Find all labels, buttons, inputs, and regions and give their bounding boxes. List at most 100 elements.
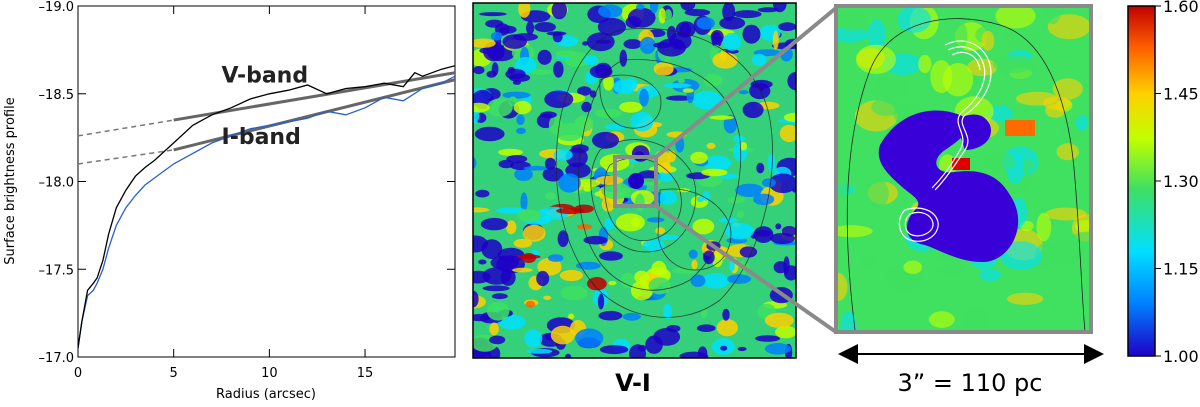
map-patch (724, 222, 755, 240)
inset-patch (866, 178, 889, 208)
map-patch (599, 345, 629, 355)
map-patch (770, 232, 795, 244)
map-patch (690, 151, 708, 164)
map-patch (473, 207, 490, 213)
colorbar-tick-label: 1.30 (1163, 172, 1199, 191)
map-patch (608, 280, 617, 286)
colorbar: 1.60 1.45 1.30 1.15 1.00 (1127, 0, 1199, 366)
map-patch (757, 7, 779, 13)
map-patch (775, 325, 796, 339)
map-patch (544, 157, 556, 170)
inset-patch (1044, 6, 1062, 25)
inset-patch (1004, 29, 1043, 50)
colorbar-scale (1127, 5, 1156, 357)
profile-x-ticks: 0 5 10 15 (74, 6, 373, 381)
inset-patch (836, 272, 848, 302)
map-patch (564, 353, 572, 358)
x-tick-label: 5 (170, 366, 178, 381)
map-patch (658, 8, 666, 24)
inset-patch (954, 22, 968, 50)
inset-patch (918, 54, 932, 74)
map-patch (551, 3, 567, 20)
inset-patch (1045, 207, 1087, 221)
map-patch (625, 16, 642, 29)
map-patch (537, 49, 552, 65)
map-patch (530, 69, 552, 75)
x-tick-label: 0 (74, 366, 82, 381)
map-patch (682, 88, 694, 93)
map-patch (722, 32, 742, 51)
map-patch (701, 168, 728, 177)
map-patch (553, 149, 573, 161)
map-patch (764, 312, 794, 328)
map-patch (513, 33, 538, 41)
map-patch (597, 293, 605, 310)
fit-line-0 (173, 78, 455, 152)
v-band-label: V-band (222, 64, 309, 89)
map-patch (736, 210, 745, 219)
map-patch (550, 325, 575, 345)
map-patch (667, 150, 676, 163)
inset-patch (983, 152, 1017, 171)
inset-frame (834, 4, 1093, 334)
map-patch (630, 111, 654, 132)
map-patch (772, 30, 779, 50)
inset-patch (1052, 78, 1083, 100)
inset-patch (840, 311, 857, 332)
map-patch (523, 165, 550, 171)
map-patch (475, 189, 490, 198)
map-patch (622, 312, 641, 321)
map-patch (571, 144, 589, 154)
inset-patch (928, 311, 955, 328)
map-patch (557, 230, 569, 248)
map-patch (702, 190, 710, 201)
map-patch (615, 213, 645, 232)
zoom-connector-bottom (654, 204, 838, 334)
map-patch (778, 22, 796, 32)
map-patch (559, 269, 584, 282)
map-patch (756, 162, 765, 174)
map-patch (546, 31, 567, 36)
zoom-inset-panel: 3” = 110 pc (834, 4, 1104, 397)
map-patch (653, 62, 674, 76)
map-patch (692, 218, 715, 235)
map-patch (733, 10, 762, 19)
map-patch (517, 209, 541, 222)
map-patch (716, 319, 738, 337)
map-patch (751, 53, 767, 66)
color-map-frame (472, 2, 797, 359)
map-patch (657, 171, 674, 182)
map-patch (491, 293, 508, 300)
map-patch (768, 173, 796, 194)
map-patch (525, 300, 536, 308)
map-patch (526, 348, 553, 354)
map-patch (478, 259, 487, 265)
map-patch (496, 207, 526, 214)
inset-patch (836, 181, 850, 200)
map-patch (680, 3, 696, 11)
map-patch (711, 31, 722, 49)
map-patch (690, 274, 706, 287)
map-patch (739, 141, 748, 151)
map-patch (639, 88, 649, 107)
map-patch (486, 301, 510, 321)
map-patch (514, 167, 533, 181)
map-patch (489, 322, 499, 336)
map-nucleus (628, 173, 644, 189)
map-patch (701, 273, 730, 289)
map-patch (512, 267, 533, 273)
inset-red-knot (952, 158, 970, 170)
color-map-patches (473, 3, 796, 358)
profile-y-axis-label: Surface brightness profile (3, 97, 18, 264)
map-patch (648, 277, 671, 295)
map-patch (773, 261, 788, 274)
inset-patch (1006, 292, 1044, 305)
inset-patch (936, 264, 964, 275)
inset-patch (903, 260, 923, 274)
scale-label: 3” = 110 pc (898, 369, 1043, 397)
inset-patch (979, 268, 1001, 282)
map-patch (487, 98, 513, 117)
map-patch (718, 217, 739, 223)
map-patch (742, 101, 764, 119)
